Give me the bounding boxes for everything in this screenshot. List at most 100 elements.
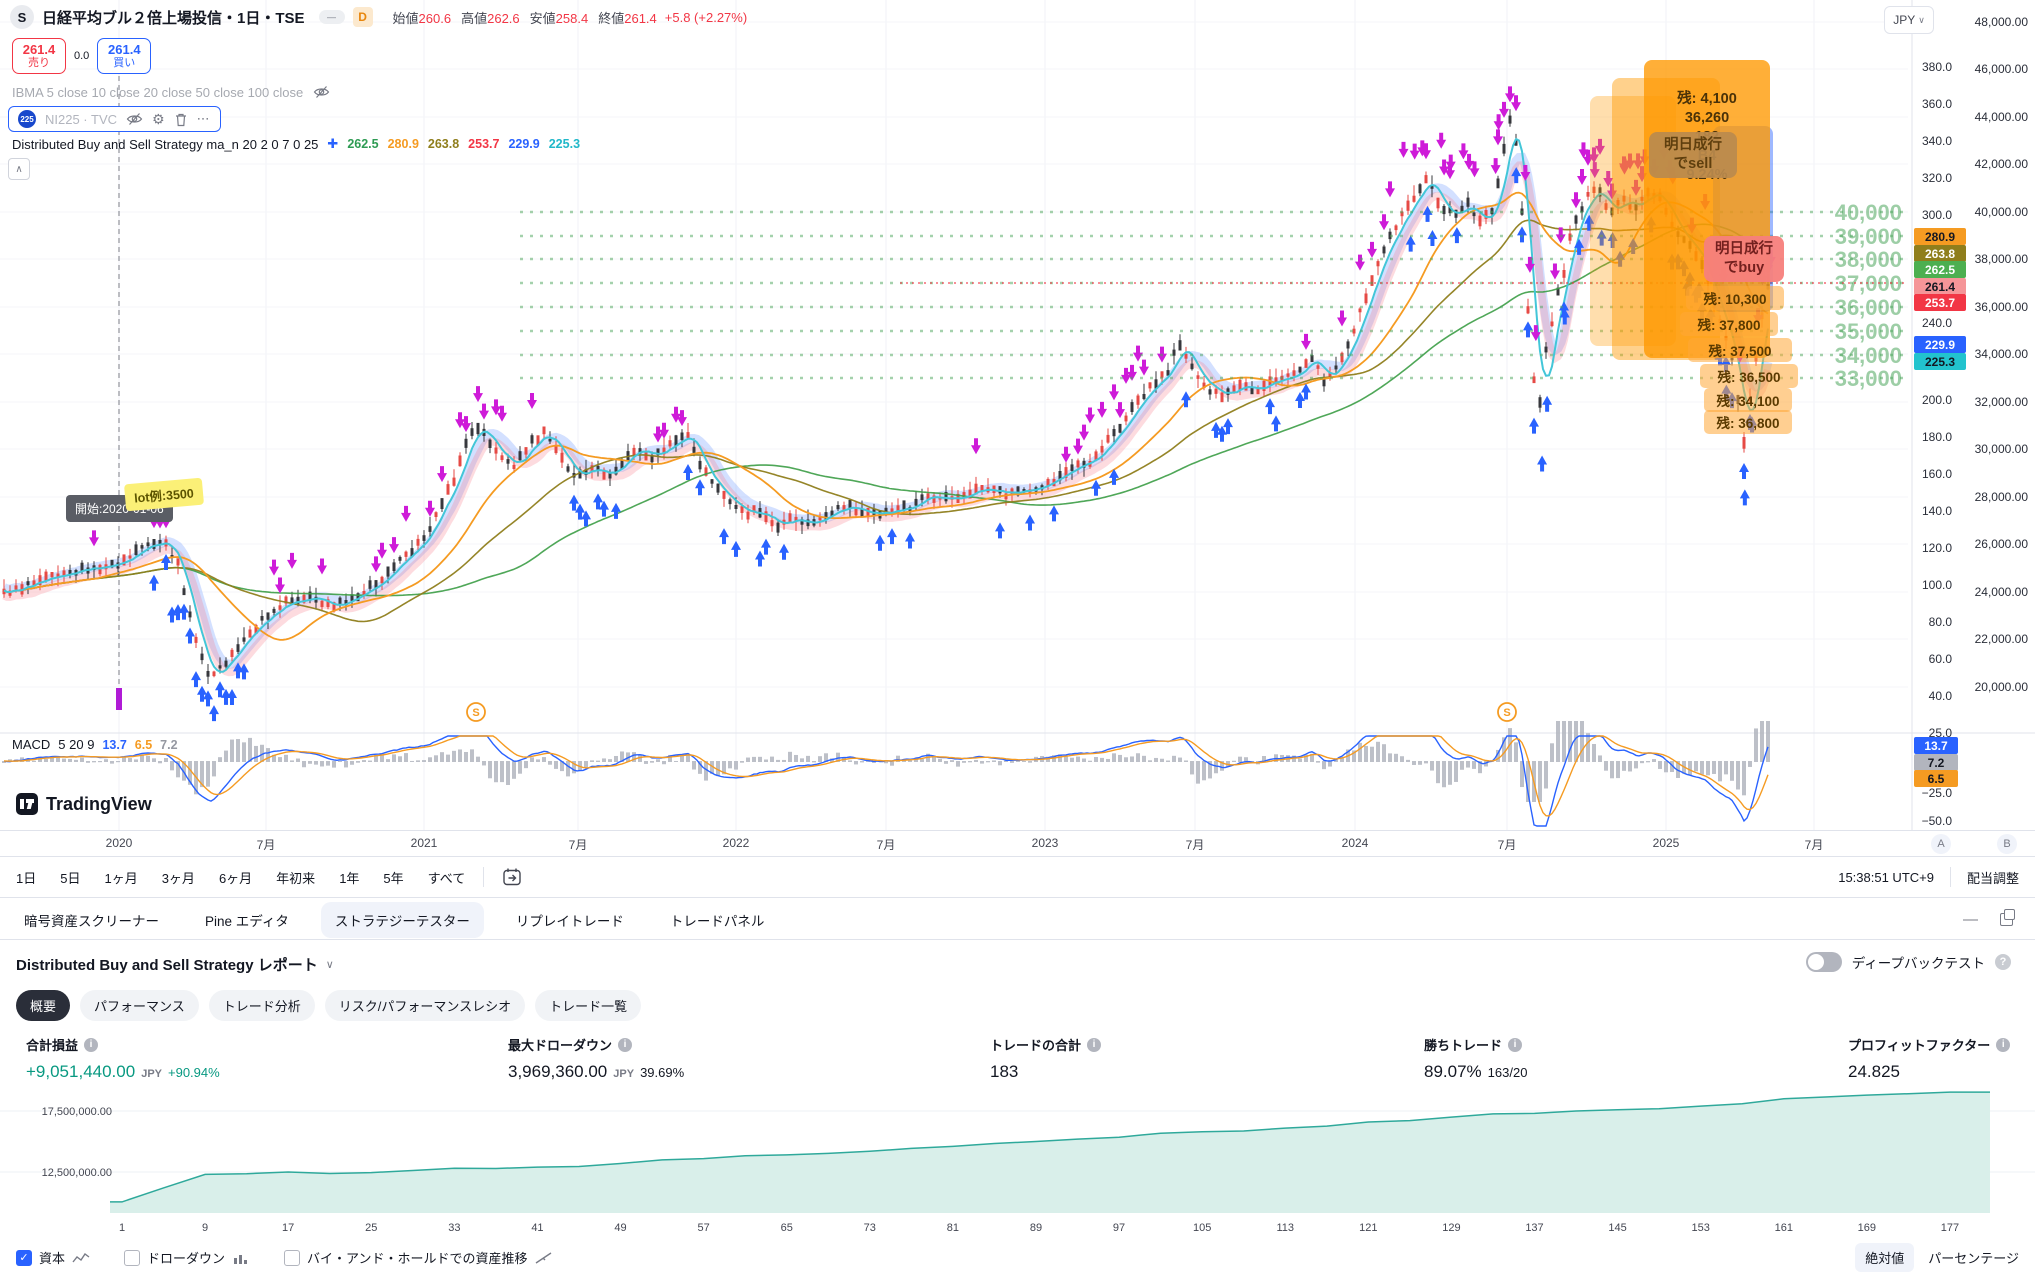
- collapse-chevron-button[interactable]: ∧: [8, 158, 30, 180]
- panel-tab[interactable]: ストラテジーテスター: [320, 901, 484, 938]
- goto-date-calendar-icon[interactable]: [502, 867, 522, 887]
- chevron-down-icon: ∨: [325, 959, 334, 971]
- scale-mode-absolute[interactable]: 絶対値: [1855, 1243, 1915, 1272]
- macd-indicator-row[interactable]: MACD 5 20 9 13.7 6.5 7.2: [12, 737, 178, 752]
- info-icon[interactable]: i: [1508, 1037, 1523, 1052]
- svg-text:280.9: 280.9: [1925, 230, 1955, 244]
- indicator-row-ibma[interactable]: IBMA 5 close 10 close 20 close 50 close …: [12, 84, 330, 100]
- more-options-icon[interactable]: ⋯: [196, 111, 211, 126]
- svg-text:36,000.00: 36,000.00: [1975, 300, 2029, 314]
- equity-chart-svg[interactable]: 17,500,000.00 12,500,000.00 1 9 17 25 33 41 49 57…: [0, 1085, 2035, 1240]
- dividend-adjust-button[interactable]: 配当調整: [1966, 870, 2019, 886]
- tradingview-logo[interactable]: TradingView: [16, 793, 152, 815]
- report-subtab[interactable]: 概要: [16, 990, 71, 1021]
- plus-sparkle-icon[interactable]: ✚: [327, 136, 339, 151]
- equity-x-tick: 177: [1941, 1222, 1959, 1234]
- svg-text:25.0: 25.0: [1929, 726, 1953, 740]
- time-axis[interactable]: 2020 7月 2021 7月 2022 7月 2023 7月 2024 7月 2025 7月 A B: [0, 830, 2035, 857]
- info-icon[interactable]: i: [1996, 1037, 2011, 1052]
- range-button[interactable]: 1ヶ月: [104, 870, 138, 886]
- scale-button-b[interactable]: B: [1997, 834, 2017, 854]
- report-subtab[interactable]: トレード分析: [208, 990, 315, 1021]
- range-button[interactable]: 5日: [60, 870, 81, 886]
- time-axis-label[interactable]: 7月: [1497, 838, 1517, 852]
- macd-values: 13.7 6.5 7.2: [102, 738, 177, 752]
- equity-x-tick: 41: [531, 1222, 543, 1234]
- svg-text:42,000.00: 42,000.00: [1975, 157, 2029, 171]
- time-axis-label[interactable]: 2023: [1031, 836, 1059, 850]
- equity-x-tick: 137: [1525, 1222, 1543, 1234]
- equity-x-tick: 25: [365, 1222, 377, 1234]
- stat-label: トレードの合計 i: [990, 1035, 1102, 1054]
- annotation-line: 36,260: [1684, 110, 1730, 126]
- strategy-value: 225.3: [548, 137, 581, 151]
- svg-text:40,000.00: 40,000.00: [1975, 205, 2029, 219]
- trash-icon[interactable]: [174, 112, 188, 127]
- checkbox-checked[interactable]: ✓: [16, 1249, 32, 1266]
- panel-tab[interactable]: 暗号資産スクリーナー: [24, 913, 159, 929]
- price-change: +5.8 (+2.27%): [664, 9, 748, 25]
- deep-backtest-toggle[interactable]: [1805, 952, 1842, 972]
- help-icon[interactable]: ?: [1995, 954, 2011, 970]
- legend-item[interactable]: バイ・アンド・ホールドでの資産推移: [284, 1248, 552, 1267]
- time-axis-label[interactable]: 2021: [410, 836, 438, 850]
- report-subtab[interactable]: リスク/パフォーマンスレシオ: [324, 990, 526, 1021]
- panel-tab[interactable]: トレードパネル: [669, 913, 765, 929]
- buy-button[interactable]: 261.4 買い: [97, 38, 152, 74]
- info-icon[interactable]: i: [84, 1037, 99, 1052]
- minimize-panel-icon[interactable]: —: [1963, 911, 1978, 928]
- buy-hold-line-icon: [535, 1251, 551, 1264]
- time-axis-label[interactable]: 7月: [876, 838, 896, 852]
- eye-off-icon[interactable]: [126, 111, 143, 127]
- settings-gear-icon[interactable]: ⚙: [152, 110, 165, 127]
- indicator-row-ni225[interactable]: 225 NI225 · TVC ⚙ ⋯: [8, 106, 221, 132]
- symbol-logo[interactable]: S: [10, 5, 34, 29]
- main-chart-svg[interactable]: 40,00039,00038,00037,00036,00035,00034,0…: [0, 0, 2035, 830]
- scale-mode-percent[interactable]: パーセンテージ: [1928, 1251, 2019, 1266]
- time-axis-label[interactable]: 7月: [1804, 838, 1824, 852]
- range-button[interactable]: すべて: [427, 870, 466, 886]
- panel-tab[interactable]: Pine エディタ: [205, 913, 289, 929]
- range-button[interactable]: 1年: [339, 870, 360, 886]
- eye-off-icon[interactable]: [313, 84, 330, 100]
- minus-chip-icon[interactable]: —: [318, 10, 345, 24]
- report-subtab[interactable]: パフォーマンス: [80, 990, 199, 1021]
- sell-button[interactable]: 261.4 売り: [12, 38, 66, 74]
- interval-badge[interactable]: D: [352, 7, 373, 27]
- time-axis-label[interactable]: 2022: [722, 836, 750, 850]
- legend-item[interactable]: ✓ 資本: [16, 1248, 90, 1267]
- clock[interactable]: 15:38:51 UTC+9: [1838, 869, 1934, 885]
- range-button[interactable]: 3ヶ月: [161, 870, 195, 886]
- report-title[interactable]: Distributed Buy and Sell Strategy レポート: [16, 957, 318, 974]
- currency-selector[interactable]: JPY ∨: [1884, 6, 1934, 34]
- range-button[interactable]: 6ヶ月: [218, 870, 253, 886]
- info-icon[interactable]: i: [1087, 1037, 1102, 1052]
- range-button[interactable]: 年初来: [276, 870, 316, 886]
- symbol-title[interactable]: 日経平均ブル２倍上場投信・1日・TSE: [42, 9, 305, 27]
- indicator-row-strategy[interactable]: Distributed Buy and Sell Strategy ma_n 2…: [12, 136, 580, 152]
- svg-text:80.0: 80.0: [1929, 615, 1953, 629]
- expand-panel-icon[interactable]: [2000, 909, 2015, 926]
- panel-tab[interactable]: リプレイトレード: [515, 913, 624, 929]
- svg-text:28,000.00: 28,000.00: [1975, 490, 2029, 504]
- time-axis-label[interactable]: 2024: [1341, 836, 1369, 850]
- time-axis-label[interactable]: 7月: [256, 838, 276, 852]
- range-button[interactable]: 5年: [383, 870, 404, 886]
- range-button[interactable]: 1日: [16, 870, 37, 886]
- time-axis-label[interactable]: 2020: [105, 836, 133, 850]
- legend-item[interactable]: ドローダウン: [124, 1248, 250, 1267]
- axis-scale-buttons: A B: [1931, 834, 2017, 854]
- scale-button-a[interactable]: A: [1931, 834, 1951, 854]
- legend-label: バイ・アンド・ホールドでの資産推移: [307, 1251, 528, 1266]
- report-subtab[interactable]: トレード一覧: [535, 990, 642, 1021]
- strategy-values: 262.5 280.9 263.8 253.7 229.9 225.3: [347, 137, 580, 151]
- time-axis-label[interactable]: 7月: [568, 838, 588, 852]
- checkbox[interactable]: [284, 1249, 301, 1266]
- time-axis-label[interactable]: 2025: [1652, 836, 1680, 850]
- symbol-header: S 日経平均ブル２倍上場投信・1日・TSE — D 始値260.6 高値262.6…: [10, 5, 747, 29]
- checkbox[interactable]: [124, 1249, 141, 1266]
- equity-x-tick: 73: [864, 1222, 876, 1234]
- position-remaining-chip: 残: 37,500: [1688, 338, 1792, 362]
- info-icon[interactable]: i: [618, 1037, 633, 1052]
- time-axis-label[interactable]: 7月: [1185, 838, 1205, 852]
